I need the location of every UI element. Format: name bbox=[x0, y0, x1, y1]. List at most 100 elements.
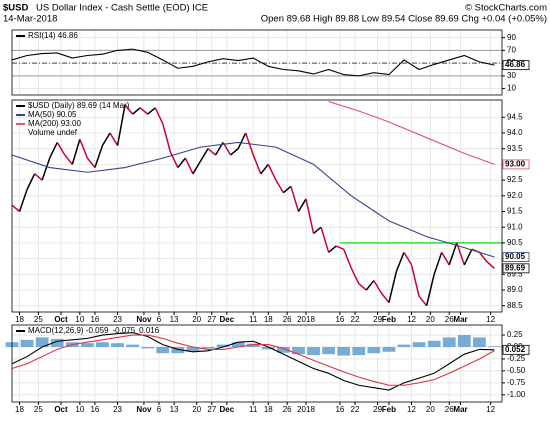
price-segment bbox=[305, 198, 315, 234]
price-segment bbox=[267, 164, 277, 181]
x-tick-label: Oct bbox=[54, 315, 68, 324]
histogram-bar bbox=[276, 347, 290, 353]
y-tick-label: 92.5 bbox=[507, 175, 523, 184]
legend-label: $USD (Daily) 89.69 (14 Mar) bbox=[28, 101, 130, 110]
x-tick-label: 16 bbox=[90, 315, 99, 324]
quote: Open 89.68 High 89.88 Low 89.54 Close 89… bbox=[261, 14, 547, 25]
x-tick-label: 18 bbox=[264, 405, 273, 414]
x-tick-label: Dec bbox=[220, 315, 235, 324]
value-tag-label: 90.05 bbox=[505, 252, 526, 261]
x-tick-label: Oct bbox=[54, 405, 68, 414]
histogram-bar bbox=[216, 344, 230, 347]
price-segment bbox=[139, 107, 149, 115]
price-segment bbox=[433, 252, 443, 275]
price-segment bbox=[456, 242, 466, 266]
x-tick-label: 18 bbox=[15, 315, 24, 324]
price-segment bbox=[26, 173, 36, 190]
histogram-bar bbox=[231, 342, 245, 347]
y-tick-label: -0.50 bbox=[507, 366, 526, 375]
y-tick-label: -0.25 bbox=[507, 354, 526, 363]
value-tag-label: 46.86 bbox=[505, 60, 526, 69]
histogram-bar bbox=[367, 347, 381, 354]
x-tick-label: 16 bbox=[335, 405, 344, 414]
value-tag bbox=[502, 263, 530, 274]
histogram-bar bbox=[126, 344, 140, 347]
histogram-bar bbox=[201, 347, 215, 349]
price-segment bbox=[290, 186, 300, 212]
histogram-bar bbox=[111, 343, 124, 347]
histogram-bar bbox=[322, 347, 336, 355]
x-tick-label: Dec bbox=[220, 405, 235, 414]
price-segment bbox=[94, 145, 104, 168]
price-segment bbox=[64, 154, 73, 165]
x-tick-label: 25 bbox=[34, 315, 43, 324]
value-tag bbox=[502, 344, 530, 355]
price-segment bbox=[56, 142, 66, 156]
x-tick-label: 18 bbox=[264, 315, 273, 324]
price-segment bbox=[365, 280, 375, 291]
x-tick-label: 13 bbox=[170, 405, 179, 414]
x-tick-label: Feb bbox=[382, 315, 396, 324]
price-segment bbox=[425, 274, 435, 306]
x-tick-label: Feb bbox=[382, 405, 396, 414]
histogram-bar bbox=[50, 338, 64, 347]
panel bbox=[12, 30, 502, 95]
y-tick-label: 30 bbox=[507, 71, 516, 80]
histogram-bar bbox=[307, 347, 320, 356]
price-segment bbox=[162, 123, 172, 153]
price-segment bbox=[410, 264, 420, 297]
price-segment bbox=[388, 270, 398, 303]
panel bbox=[12, 100, 502, 312]
x-tick-label: 12 bbox=[407, 405, 416, 414]
legend-label: Volume undef bbox=[28, 128, 78, 137]
x-tick-label: 10 bbox=[75, 315, 84, 324]
legend-label: RSI(14) 46.86 bbox=[28, 31, 78, 40]
y-tick-label: 10 bbox=[507, 84, 516, 93]
price-segment bbox=[252, 154, 262, 175]
y-tick-label: 90 bbox=[507, 33, 516, 42]
x-tick-label: Mar bbox=[453, 315, 467, 324]
x-tick-label: 20 bbox=[192, 405, 201, 414]
y-tick-label: 91.5 bbox=[507, 207, 523, 216]
price-segment bbox=[342, 248, 352, 269]
price-segment bbox=[207, 148, 217, 156]
x-tick-label: 12 bbox=[407, 315, 416, 324]
price-segment bbox=[373, 280, 383, 294]
histogram-bar bbox=[20, 339, 34, 347]
legend-label: 0.016 bbox=[139, 326, 160, 335]
price-segment bbox=[177, 157, 186, 168]
x-tick-label: 26 bbox=[283, 315, 292, 324]
histogram-bar bbox=[442, 337, 456, 347]
x-tick-label: 16 bbox=[335, 315, 344, 324]
price-segment bbox=[169, 151, 179, 168]
histogram-bar bbox=[246, 343, 260, 347]
price-segment bbox=[380, 292, 390, 304]
x-tick-label: 20 bbox=[426, 315, 435, 324]
price-segment bbox=[395, 252, 405, 272]
y-tick-label: 88.5 bbox=[507, 301, 523, 310]
price-segment bbox=[132, 107, 141, 115]
price-segment bbox=[18, 189, 28, 212]
x-tick-label: 16 bbox=[90, 405, 99, 414]
price-segment bbox=[154, 107, 164, 124]
price-segment bbox=[192, 160, 202, 175]
price-segment bbox=[478, 251, 488, 263]
series-line bbox=[328, 101, 495, 165]
y-tick-label: 92.0 bbox=[507, 191, 523, 200]
x-tick-label: 10 bbox=[75, 405, 84, 414]
x-tick-label: 2018 bbox=[297, 405, 315, 414]
histogram-bar bbox=[35, 337, 49, 347]
x-tick-label: 6 bbox=[157, 315, 162, 324]
value-tag-label: 0.052 bbox=[505, 345, 526, 354]
price-segment bbox=[260, 163, 269, 175]
legend-label: -0.075 bbox=[112, 326, 135, 335]
y-tick-label: 93.5 bbox=[507, 144, 523, 153]
histogram-bar bbox=[80, 343, 94, 347]
price-segment bbox=[34, 173, 43, 181]
panel-border bbox=[11, 99, 503, 313]
price-segment bbox=[282, 185, 292, 194]
x-tick-label: 22 bbox=[351, 405, 360, 414]
price-segment bbox=[237, 132, 247, 150]
price-segment bbox=[328, 245, 337, 253]
